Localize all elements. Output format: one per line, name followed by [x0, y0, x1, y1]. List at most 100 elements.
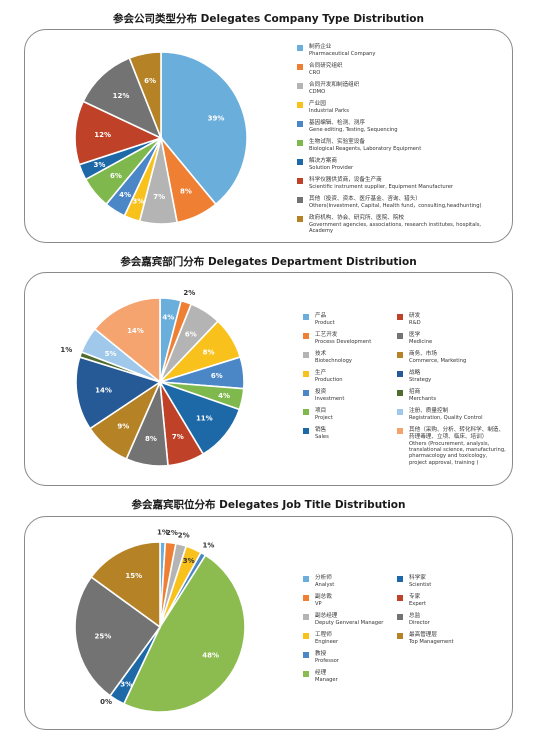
- legend-swatch: [303, 671, 309, 677]
- pie-slice-label: 39%: [208, 115, 225, 123]
- legend-label-cn: 商务、市场: [409, 351, 437, 357]
- pie-slice-label: 12%: [94, 131, 111, 139]
- legend-label-cn: 生物试剂、实验室设备: [309, 139, 365, 145]
- legend-label-cn: 专家: [409, 594, 421, 600]
- legend-item: 生物试剂、实验室设备 Biological Reagents, Laborator…: [297, 139, 421, 152]
- pie-slice: [74, 100, 164, 166]
- legend-label-en: Commerce, Marketing: [409, 357, 467, 364]
- legend-label-cn: 其他（投资、资本、医疗基金、咨询、猎头）: [309, 196, 421, 202]
- company-chart-title: 参会公司类型分布 Delegates Company Type Distribu…: [112, 13, 424, 25]
- legend-label-cn: 产品: [315, 313, 327, 319]
- legend-swatch: [397, 390, 403, 396]
- legend-item: 医学 Medicine: [397, 332, 432, 345]
- legend-label-cn: 技术: [315, 351, 327, 357]
- legend-label-en: Manager: [315, 676, 338, 683]
- legend-label-cn: 研发: [409, 313, 421, 319]
- legend-label-en: Product: [315, 319, 335, 326]
- legend-swatch: [303, 371, 309, 377]
- pie-slice: [90, 541, 161, 629]
- legend-item: 经理 Manager: [303, 670, 338, 683]
- legend-label-cn: 政府机构、协会、研究所、医院、院校: [309, 215, 405, 221]
- legend-swatch: [397, 633, 403, 639]
- legend-item: 合同研究组织 CRO: [297, 63, 343, 76]
- legend-swatch: [397, 333, 403, 339]
- legend-label-en: Medicine: [409, 338, 433, 345]
- legend-label-en: CRO: [309, 69, 321, 76]
- legend-label-cn: 最高管理层: [409, 632, 437, 638]
- job-chart-panel: 1% 2% 2% 3% 1% 48% 3% 0% 25% 15% 分析师 Analyst 副总裁 VP 副…: [24, 516, 513, 730]
- legend-swatch: [303, 576, 309, 582]
- company-chart-panel: 39% 8% 7% 3% 4% 6% 3% 12% 12% 6% 制药企业 Pharmaceutic…: [24, 29, 513, 243]
- legend-item: 副总裁 VP: [303, 594, 332, 607]
- legend-item: 合同开发和制造组织 CDMO: [297, 82, 359, 95]
- legend-label-en: Pharmaceutical Company: [309, 50, 376, 57]
- legend-label-cn: 工艺开发: [315, 332, 338, 338]
- legend-label-cn: 经理: [315, 670, 327, 676]
- legend-swatch: [303, 333, 309, 339]
- legend-label-cn: 教授: [315, 651, 327, 657]
- pie-slice-label: 1%: [157, 528, 169, 536]
- legend-label-cn: 基因编辑、检测、测序: [309, 120, 365, 126]
- pie-slice-label: 6%: [185, 330, 197, 338]
- pie-slice: [74, 575, 162, 697]
- pie-slice-label: 6%: [110, 172, 122, 180]
- pie-slice-label: 3%: [183, 557, 195, 565]
- pie-slice: [82, 57, 163, 140]
- pie-slice-label: 3%: [93, 161, 105, 169]
- legend-label-en: Sales: [315, 433, 329, 440]
- pie-slice-label: 25%: [95, 633, 112, 641]
- legend-label-en: Biotechnology: [315, 357, 352, 364]
- legend-label-cn: 招商: [409, 389, 421, 395]
- legend-swatch: [297, 197, 303, 203]
- pie-slice-label: 1%: [203, 542, 215, 550]
- pie-slice-label: 4%: [218, 392, 230, 400]
- legend-label-cn: 战略: [409, 370, 421, 376]
- legend-label-cn: 副总裁: [315, 594, 332, 600]
- legend-label-en: Registration, Quality Control: [409, 414, 483, 421]
- legend-swatch: [303, 633, 309, 639]
- legend-item: 政府机构、协会、研究所、医院、院校 Government agencies, as…: [297, 215, 502, 235]
- legend-label-en: Scientist: [409, 581, 432, 588]
- legend-swatch: [303, 428, 309, 434]
- legend-label-en: VP: [315, 600, 322, 607]
- pie-slice-label: 15%: [125, 572, 142, 580]
- legend-swatch: [397, 614, 403, 620]
- legend-swatch: [397, 595, 403, 601]
- legend-label-cn: 销售: [315, 427, 327, 433]
- legend-label-cn: 副总经理: [315, 613, 338, 619]
- legend-label-en: Engineer: [315, 638, 339, 645]
- legend-swatch: [297, 159, 303, 165]
- legend-swatch: [297, 102, 303, 108]
- legend-swatch: [303, 314, 309, 320]
- legend-label-en: Top Management: [409, 638, 454, 645]
- legend-swatch: [303, 595, 309, 601]
- legend-item: 商务、市场 Commerce, Marketing: [397, 351, 466, 364]
- pie-slice-label: 0%: [100, 698, 112, 706]
- pie-slice-label: 7%: [153, 193, 165, 201]
- legend-item: 其他（采购、分析、转化科学、制造、药理毒理、立项、临床、培训） Others (P…: [397, 427, 507, 466]
- legend-label-cn: 制药企业: [309, 44, 332, 50]
- pie-slice-label: 3%: [132, 198, 144, 206]
- legend-swatch: [297, 64, 303, 70]
- legend-swatch: [303, 614, 309, 620]
- pie-slice-label: 7%: [172, 433, 184, 441]
- legend-swatch: [397, 428, 403, 434]
- legend-label-en: Analyst: [315, 581, 335, 588]
- pie-slice-label: 14%: [95, 387, 112, 395]
- pie-slice-label: 6%: [144, 77, 156, 85]
- legend-item: 制药企业 Pharmaceutical Company: [297, 44, 375, 57]
- pie-slice-label: 8%: [203, 348, 215, 356]
- legend-label-cn: 注册、质量控制: [409, 408, 449, 414]
- legend-label-en: Director: [409, 619, 430, 626]
- pie-slice-label: 1%: [60, 346, 72, 354]
- department-chart-title: 参会嘉宾部门分布 Delegates Department Distributi…: [120, 256, 417, 268]
- legend-item: 科学家 Scientist: [397, 575, 431, 588]
- legend-label-cn: 合同开发和制造组织: [309, 82, 360, 88]
- legend-label-en: Merchants: [409, 395, 437, 402]
- job-chart-title: 参会嘉宾职位分布 Delegates Job Title Distributio…: [131, 499, 406, 511]
- pie-slice: [128, 51, 162, 139]
- company-pie-chart: 39%8%7%3%4%6%3%12%12%6%: [74, 51, 248, 225]
- legend-label-cn: 分析师: [315, 575, 332, 581]
- job-pie-chart: 1%2% 2%3%1%48%3%0%25%15%: [74, 528, 246, 713]
- legend-label-en: Biological Reagents, Laboratory Equipmen…: [309, 145, 422, 152]
